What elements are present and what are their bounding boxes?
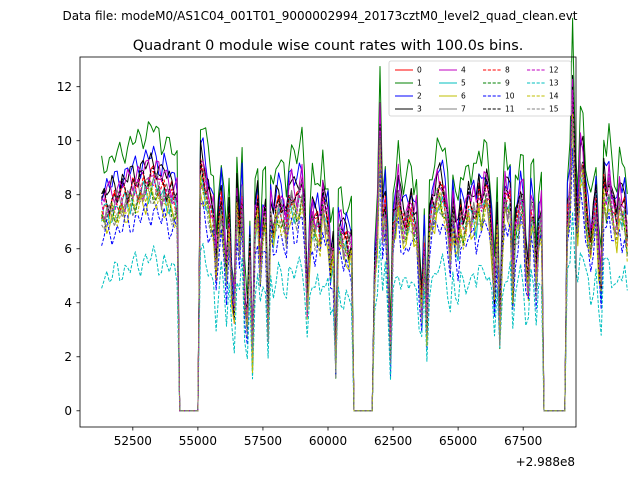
suptitle: Data file: modeM0/AS1C04_001T01_90000029…	[62, 9, 577, 23]
chart-title: Quadrant 0 module wise count rates with …	[133, 38, 524, 54]
legend-label: 4	[461, 66, 466, 75]
legend-label: 10	[505, 92, 515, 101]
x-tick-label: 62500	[374, 434, 412, 448]
y-tick-label: 2	[64, 350, 72, 364]
legend-label: 3	[417, 105, 422, 114]
x-tick-label: 67500	[504, 434, 542, 448]
legend-label: 14	[549, 92, 559, 101]
x-tick-label: 57500	[244, 434, 282, 448]
x-axis-ticks: 52500 55000 57500 60000 62500 65000 67500	[114, 427, 542, 448]
series-line-module-12	[101, 89, 628, 412]
legend-label: 9	[505, 79, 510, 88]
legend-label: 2	[417, 92, 422, 101]
legend-label: 15	[549, 105, 559, 114]
x-tick-label: 65000	[439, 434, 477, 448]
y-tick-label: 6	[64, 242, 72, 256]
x-offset-label: +2.988e8	[516, 455, 575, 469]
legend-label: 13	[549, 79, 559, 88]
legend-label: 8	[505, 66, 510, 75]
legend-label: 12	[549, 66, 559, 75]
series-line-module-15	[101, 118, 628, 412]
y-tick-label: 8	[64, 188, 72, 202]
legend-label: 1	[417, 79, 422, 88]
legend-label: 7	[461, 105, 466, 114]
x-tick-label: 60000	[309, 434, 347, 448]
y-axis-ticks: 0 2 4 6 8 10 12	[57, 80, 80, 418]
y-tick-label: 0	[64, 404, 72, 418]
legend-label: 11	[505, 105, 515, 114]
legend-frame	[388, 60, 572, 117]
x-tick-label: 52500	[114, 434, 152, 448]
x-tick-label: 55000	[179, 434, 217, 448]
series-layer	[101, 17, 628, 412]
legend-label: 5	[461, 79, 466, 88]
y-tick-label: 12	[57, 80, 72, 94]
legend-label: 0	[417, 66, 422, 75]
y-tick-label: 4	[64, 296, 72, 310]
y-tick-label: 10	[57, 134, 72, 148]
legend-label: 6	[461, 92, 466, 101]
series-line-module-11	[101, 85, 628, 412]
